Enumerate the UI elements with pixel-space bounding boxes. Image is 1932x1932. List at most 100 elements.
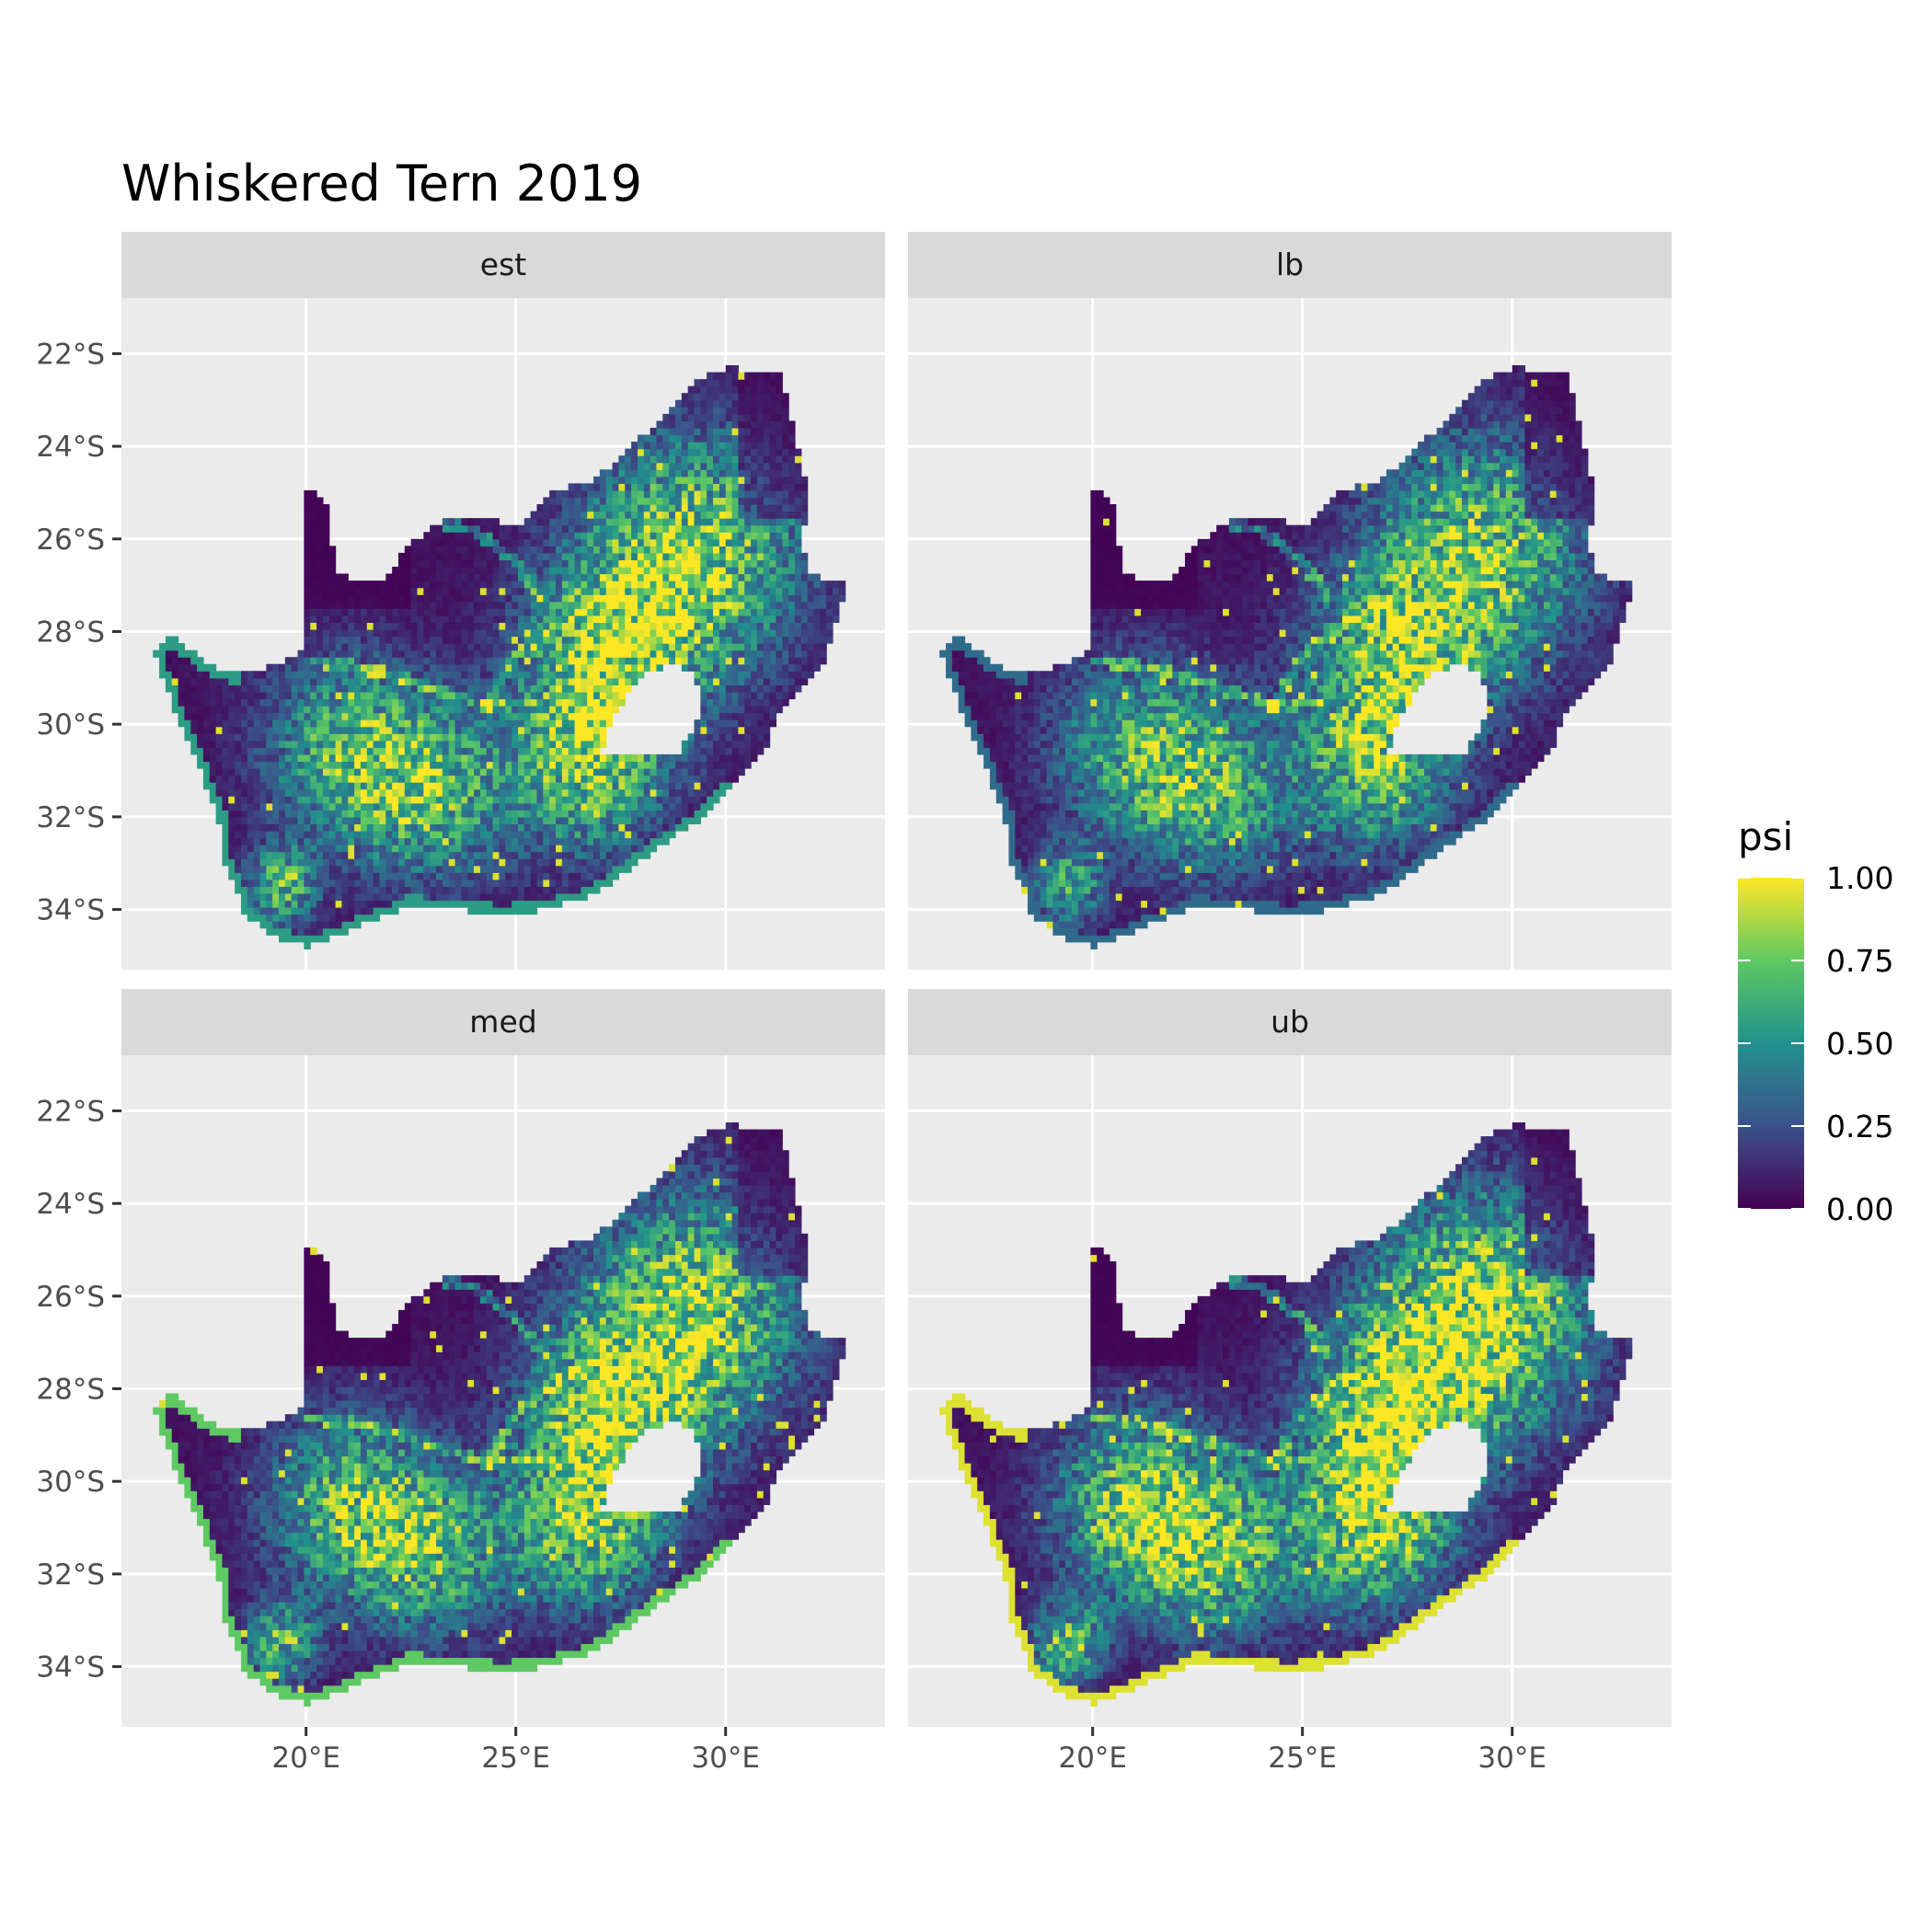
occupancy-cell — [574, 511, 581, 519]
occupancy-cell — [373, 608, 381, 616]
occupancy-cell — [279, 927, 286, 936]
occupancy-cell — [492, 532, 500, 540]
occupancy-cell — [479, 740, 488, 748]
occupancy-cell — [751, 628, 758, 638]
occupancy-cell — [568, 845, 576, 853]
occupancy-cell — [581, 532, 588, 540]
occupancy-cell — [700, 810, 707, 818]
occupancy-cell — [625, 823, 632, 832]
occupancy-cell — [304, 524, 311, 533]
occupancy-cell — [669, 455, 676, 464]
occupancy-cell — [304, 684, 311, 693]
occupancy-cell — [354, 677, 362, 685]
occupancy-cell — [587, 761, 594, 769]
occupancy-cell — [751, 601, 758, 609]
occupancy-cell — [505, 907, 512, 915]
occupancy-cell — [442, 552, 450, 561]
occupancy-cell — [769, 608, 777, 616]
occupancy-cell — [385, 684, 393, 693]
occupancy-cell — [486, 581, 494, 589]
occupancy-cell — [291, 823, 299, 832]
occupancy-cell — [284, 914, 293, 922]
occupancy-cell — [253, 747, 261, 755]
occupancy-cell — [247, 886, 255, 894]
occupancy-cell — [379, 622, 386, 630]
occupancy-cell — [581, 524, 588, 533]
occupancy-cell — [549, 782, 557, 790]
occupancy-cell — [574, 532, 581, 540]
occupancy-cell — [637, 775, 645, 783]
occupancy-cell — [410, 573, 419, 581]
occupancy-cell — [618, 691, 626, 700]
occupancy-cell — [669, 823, 676, 832]
occupancy-cell — [222, 830, 229, 839]
occupancy-cell — [681, 393, 689, 401]
occupancy-cell — [517, 782, 525, 790]
occupancy-cell — [385, 810, 393, 818]
occupancy-cell — [397, 845, 406, 853]
occupancy-cell — [637, 448, 645, 456]
occupancy-cell — [492, 761, 500, 769]
occupancy-cell — [366, 907, 374, 915]
occupancy-cell — [373, 636, 381, 644]
occupancy-cell — [322, 782, 330, 790]
occupancy-cell — [430, 546, 437, 554]
occupancy-cell — [397, 601, 406, 609]
occupancy-cell — [492, 663, 500, 672]
occupancy-cell — [719, 733, 727, 742]
occupancy-cell — [656, 573, 663, 581]
occupancy-cell — [556, 837, 563, 845]
occupancy-cell — [561, 892, 569, 902]
occupancy-cell — [499, 865, 506, 873]
occupancy-cell — [512, 816, 519, 825]
occupancy-cell — [354, 628, 362, 638]
occupancy-cell — [266, 865, 273, 873]
occupancy-cell — [354, 719, 362, 728]
occupancy-cell — [776, 567, 783, 575]
occupancy-cell — [397, 900, 406, 908]
occupancy-cell — [599, 775, 607, 783]
occupancy-cell — [512, 691, 519, 700]
occupancy-cell — [813, 622, 821, 630]
occupancy-cell — [253, 845, 261, 853]
occupancy-cell — [461, 518, 468, 526]
occupancy-cell — [725, 573, 733, 581]
occupancy-cell — [178, 671, 186, 679]
occupancy-cell — [788, 489, 796, 499]
occupancy-cell — [499, 581, 506, 589]
occupancy-cell — [574, 740, 581, 748]
occupancy-cell — [454, 601, 462, 609]
occupancy-cell — [467, 532, 475, 540]
occupancy-cell — [530, 663, 538, 672]
occupancy-cell — [461, 538, 468, 546]
occupancy-cell — [379, 698, 386, 707]
occupancy-cell — [486, 594, 494, 603]
occupancy-cell — [505, 601, 512, 609]
occupancy-cell — [240, 712, 248, 720]
occupancy-cell — [561, 837, 569, 845]
occupancy-cell — [417, 753, 424, 763]
occupancy-cell — [543, 650, 550, 658]
occupancy-cell — [599, 622, 607, 630]
occupancy-cell — [266, 775, 273, 783]
occupancy-cell — [826, 587, 834, 595]
occupancy-cell — [794, 671, 802, 679]
occupancy-cell — [379, 636, 386, 644]
occupancy-cell — [366, 886, 374, 894]
occupancy-cell — [385, 802, 393, 811]
occupancy-cell — [417, 900, 424, 908]
occupancy-cell — [523, 671, 532, 679]
occupancy-cell — [637, 823, 645, 832]
occupancy-cell — [794, 643, 802, 651]
occupancy-cell — [549, 768, 557, 776]
occupancy-cell — [637, 573, 645, 581]
occupancy-cell — [694, 608, 701, 616]
occupancy-cell — [297, 921, 305, 929]
occupancy-cell — [719, 622, 727, 630]
occupancy-cell — [832, 608, 840, 616]
occupancy-cell — [756, 546, 765, 554]
occupancy-cell — [549, 650, 557, 658]
occupancy-cell — [536, 816, 544, 825]
occupancy-cell — [674, 524, 683, 533]
occupancy-cell — [605, 830, 614, 839]
